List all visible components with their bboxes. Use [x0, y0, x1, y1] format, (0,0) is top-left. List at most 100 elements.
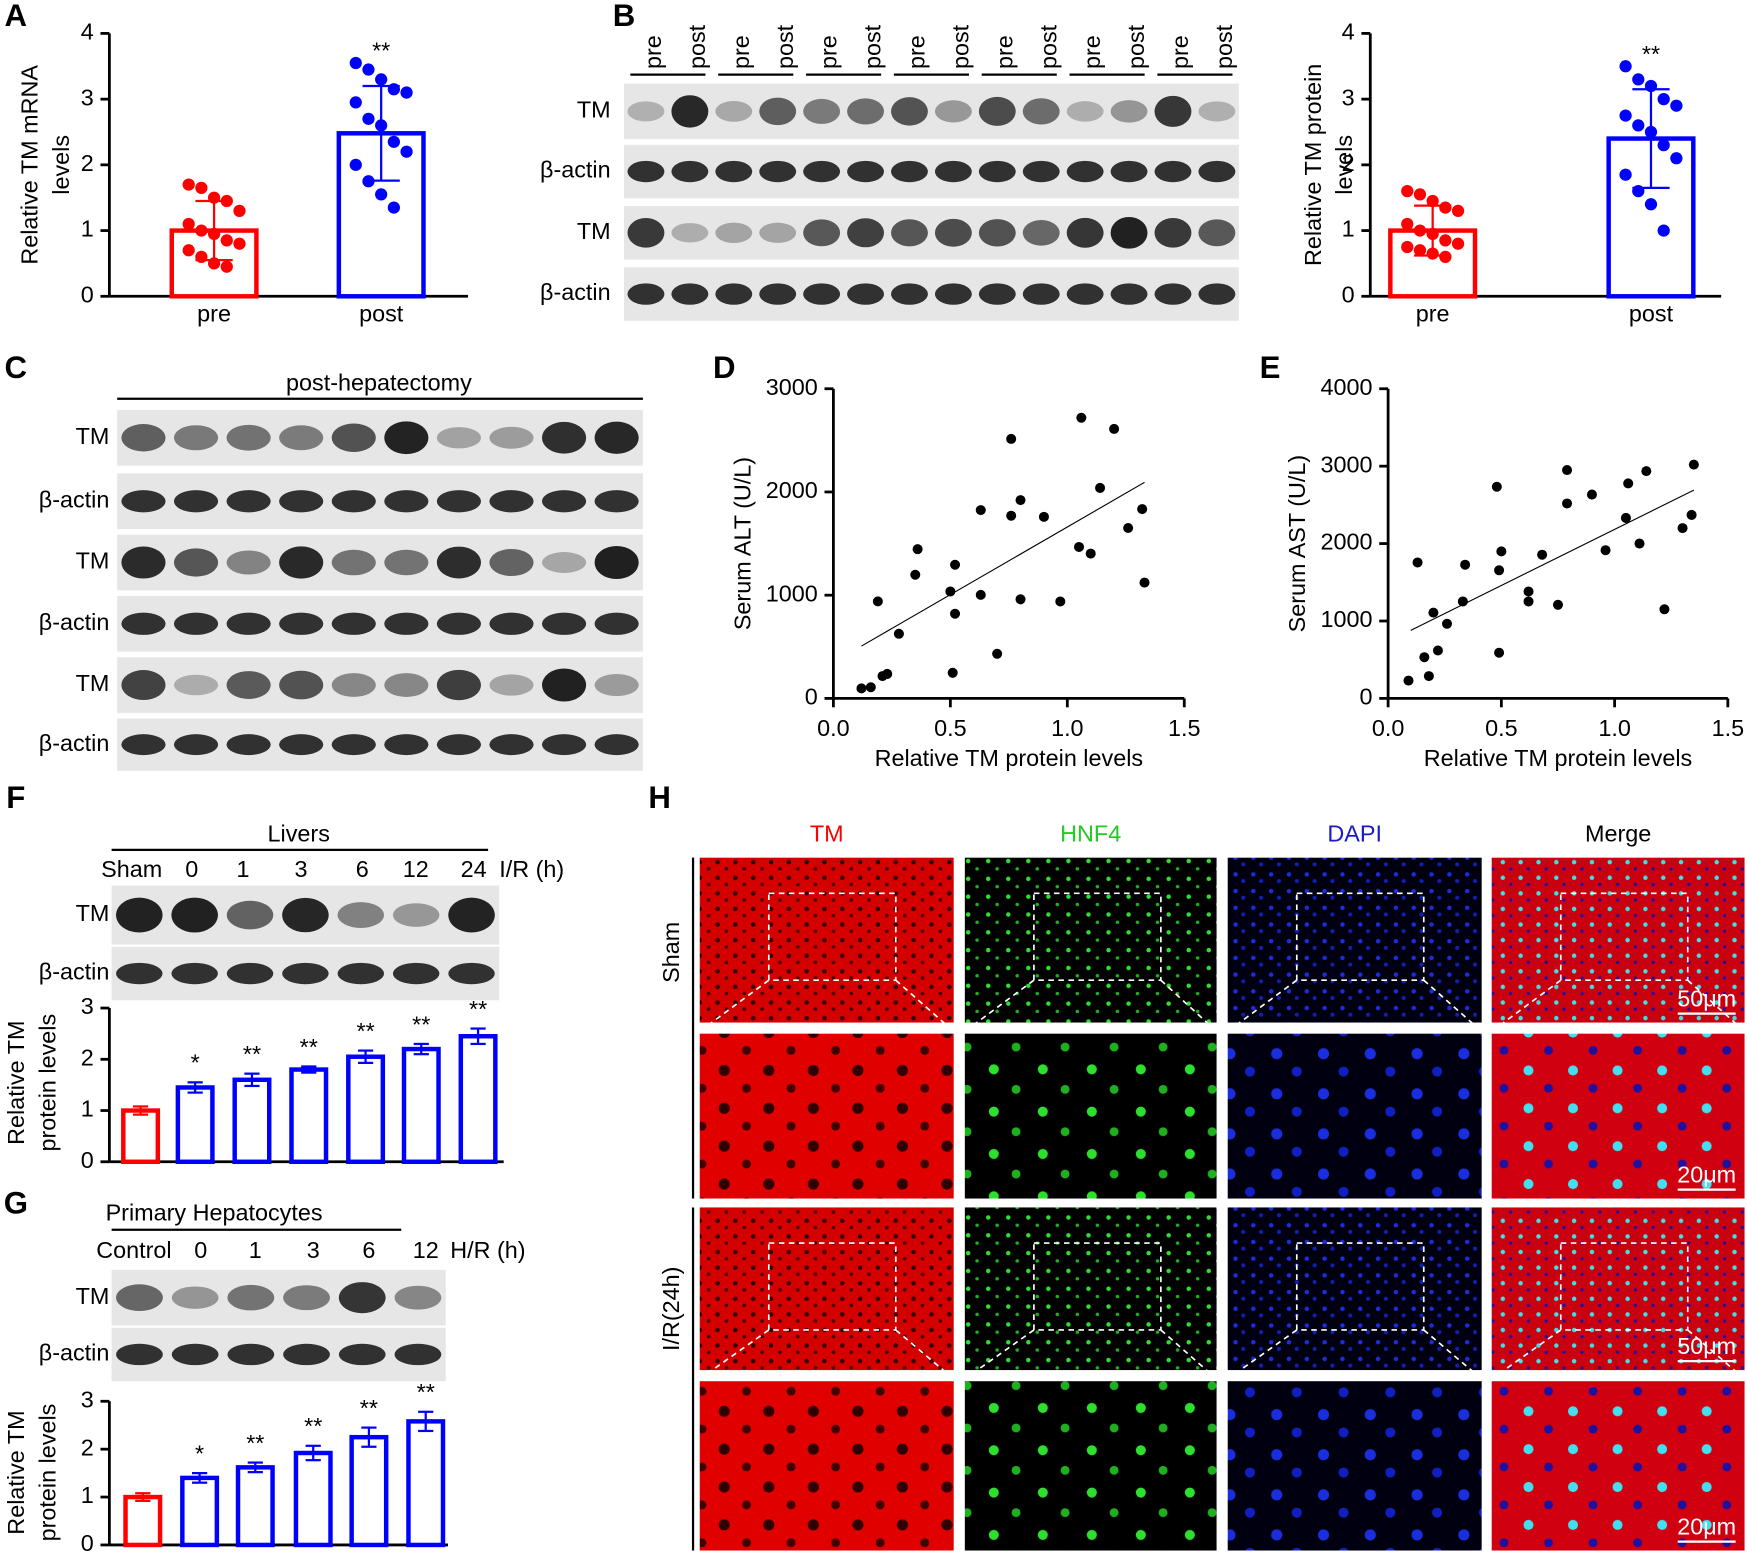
data-point	[1688, 459, 1699, 470]
band	[227, 1343, 275, 1366]
trendline	[861, 481, 1145, 647]
micrograph	[1491, 857, 1745, 1023]
band	[338, 1343, 386, 1366]
data-point	[1657, 93, 1670, 106]
row-label: β-actin	[39, 730, 110, 756]
bar	[180, 1475, 220, 1548]
x-tick-label: pre	[1416, 300, 1450, 326]
y-tick-label: 2000	[766, 477, 818, 503]
data-point	[1451, 237, 1465, 250]
panel-letter: D	[713, 350, 736, 385]
band	[1198, 160, 1236, 183]
data-point	[975, 589, 986, 600]
bar	[349, 1434, 389, 1548]
row-label: TM	[76, 1283, 110, 1309]
band	[1154, 217, 1192, 248]
lane-label: 0	[185, 856, 198, 882]
band	[671, 160, 709, 183]
band	[759, 283, 797, 305]
zoom-box	[767, 892, 897, 982]
micrograph	[699, 857, 954, 1023]
bar	[232, 1077, 272, 1165]
band	[226, 490, 271, 513]
column-header: DAPI	[1327, 821, 1382, 847]
data-point	[1619, 60, 1632, 73]
data-point	[1659, 604, 1670, 615]
column-header: TM	[810, 821, 844, 847]
band	[759, 160, 797, 183]
lane-label: pre	[991, 35, 1017, 69]
micrograph	[964, 1381, 1217, 1551]
y-tick-label: 2000	[1321, 529, 1373, 555]
data-point	[1451, 204, 1465, 217]
band	[1198, 101, 1236, 122]
y-tick-label: 4000	[1321, 374, 1373, 400]
data-point	[1644, 125, 1658, 139]
x-tick-label: pre	[197, 300, 231, 326]
data-point	[1552, 599, 1563, 610]
y-tick-label: 0	[81, 1530, 94, 1556]
x-tick-label: 1.5	[1712, 715, 1745, 741]
significance: **	[372, 38, 390, 64]
zoom-line	[1160, 1329, 1218, 1380]
data-point	[362, 175, 375, 188]
row-label: β-actin	[39, 486, 110, 512]
band	[627, 217, 665, 248]
data-point	[387, 201, 400, 214]
data-point	[1419, 652, 1430, 663]
data-point	[1426, 247, 1439, 260]
micrograph	[1491, 1381, 1745, 1551]
band	[803, 219, 841, 247]
band	[121, 670, 166, 701]
data-point	[1619, 168, 1632, 181]
zoom-line	[1227, 1329, 1298, 1380]
panel-letter: C	[5, 350, 28, 385]
y-tick-label: 1	[81, 216, 94, 242]
band	[331, 423, 376, 453]
significance: **	[300, 1034, 318, 1060]
band	[121, 546, 166, 579]
micrograph	[699, 1033, 954, 1199]
significance: **	[304, 1413, 322, 1439]
data-point	[1426, 227, 1439, 240]
band	[331, 490, 376, 513]
band	[116, 897, 163, 933]
significance: **	[412, 1011, 430, 1037]
data-point	[387, 135, 400, 148]
micrograph	[1227, 1033, 1482, 1199]
row-label: TM	[76, 423, 110, 449]
data-point	[349, 158, 362, 171]
data-point	[375, 119, 388, 132]
data-point	[1401, 185, 1414, 198]
band	[671, 95, 709, 128]
band	[759, 97, 797, 126]
band	[934, 283, 972, 305]
lane-label: 12	[403, 856, 429, 882]
zoom-line	[1491, 979, 1562, 1033]
band	[759, 222, 797, 243]
lane-label: post	[947, 24, 973, 69]
x-tick-label: 1.0	[1051, 715, 1084, 741]
band	[1110, 100, 1148, 123]
data-point	[233, 237, 246, 250]
data-point	[1413, 188, 1427, 201]
band	[1110, 283, 1148, 305]
data-point	[1095, 482, 1106, 493]
lane-label: pre	[904, 35, 930, 69]
zoom-line	[1423, 979, 1483, 1033]
lane-label: post	[1211, 24, 1237, 69]
band	[1110, 216, 1148, 249]
zoom-line	[1491, 1329, 1562, 1380]
data-point	[1600, 545, 1611, 556]
band	[891, 283, 928, 305]
micrograph	[1227, 1381, 1482, 1551]
data-point	[865, 682, 876, 693]
significance: *	[191, 1050, 200, 1076]
data-point	[1413, 224, 1427, 237]
band	[279, 734, 324, 756]
x-tick-label: post	[359, 300, 404, 326]
band	[448, 962, 495, 985]
data-point	[1426, 194, 1439, 208]
band	[384, 673, 429, 697]
